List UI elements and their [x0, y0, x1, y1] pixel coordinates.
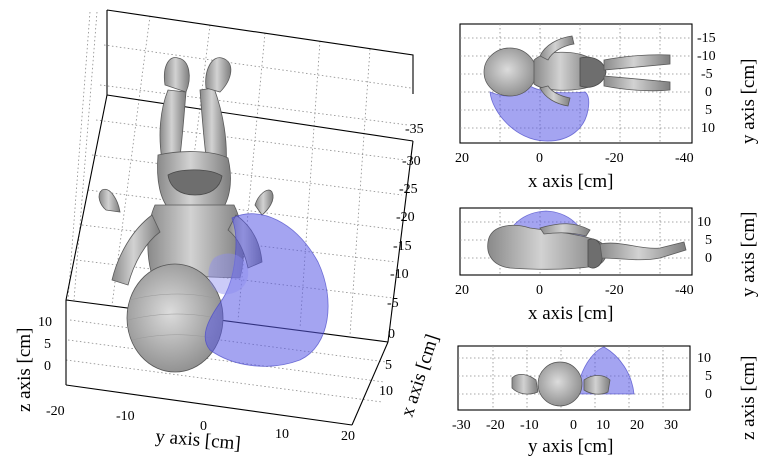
- main-x-tick: -20: [396, 210, 415, 225]
- front-view-x-tick: -10: [520, 418, 539, 433]
- main-z-ticks: 10 5 0: [38, 315, 52, 374]
- top-view-y-tick: 0: [705, 85, 712, 100]
- side-view-y-ticks: 10 5 0: [697, 215, 712, 266]
- side-view-x-tick: -40: [675, 283, 694, 298]
- side-view-y-tick: 5: [705, 233, 712, 248]
- front-view-x-tick: -20: [486, 418, 505, 433]
- front-view-x-axis-label: y axis [cm]: [528, 436, 613, 457]
- main-x-axis-label: x axis [cm]: [397, 332, 443, 420]
- front-view-x-tick: 20: [630, 418, 644, 433]
- top-view-y-tick: 10: [701, 121, 715, 136]
- front-view-panel: -30 -20 -10 0 10 20 30 y axis [cm] 10 5 …: [452, 345, 759, 457]
- front-view-x-tick: 30: [664, 418, 678, 433]
- front-view-x-tick: 10: [596, 418, 610, 433]
- main-x-tick: 0: [388, 327, 395, 342]
- top-view-panel: 20 0 -20 -40 x axis [cm] -15 -10 -5 0 5 …: [455, 23, 759, 192]
- side-view-panel: 20 0 -20 -40 x axis [cm] 10 5 0 y axis […: [455, 207, 759, 324]
- top-view-y-ticks: -15 -10 -5 0 5 10: [697, 31, 716, 136]
- side-view-x-tick: 20: [455, 283, 469, 298]
- side-view-x-tick: 0: [536, 283, 543, 298]
- front-view-y-ticks: 10 5 0: [697, 351, 712, 402]
- side-view-x-axis-label: x axis [cm]: [528, 303, 613, 324]
- main-y-tick: 20: [341, 429, 355, 444]
- main-z-tick: 10: [38, 315, 52, 330]
- top-view-y-tick: -10: [697, 49, 716, 64]
- main-y-ticks: -20 -10 0 10 20: [46, 404, 355, 444]
- front-view-x-tick: -30: [452, 418, 471, 433]
- side-view-y-tick: 0: [705, 251, 712, 266]
- main-y-tick: -10: [116, 409, 135, 424]
- main-z-tick: 5: [44, 337, 51, 352]
- main-x-ticks: -35 -30 -25 -20 -15 -10 -5 0 5 10: [379, 122, 424, 399]
- top-view-x-tick: -40: [675, 151, 694, 166]
- side-view-infant-model: [487, 223, 687, 270]
- top-view-y-tick: -5: [701, 67, 713, 82]
- top-view-y-tick: -15: [697, 31, 716, 46]
- main-x-tick: -5: [387, 296, 399, 311]
- top-view-y-tick: 5: [705, 103, 712, 118]
- main-y-axis-label: y axis [cm]: [155, 426, 242, 454]
- side-view-x-ticks: 20 0 -20 -40: [455, 283, 694, 298]
- main-z-axis-label: z axis [cm]: [14, 328, 35, 412]
- front-view-x-ticks: -30 -20 -10 0 10 20 30: [452, 418, 678, 433]
- top-view-x-tick: -20: [605, 151, 624, 166]
- top-view-x-axis-label: x axis [cm]: [528, 171, 613, 192]
- main-z-tick: 0: [44, 359, 51, 374]
- front-view-x-tick: 0: [570, 418, 577, 433]
- top-view-frame: [459, 23, 693, 144]
- top-view-x-tick: 20: [455, 151, 469, 166]
- front-view-infant-model: [511, 361, 611, 407]
- top-view-infant-model: [483, 35, 671, 107]
- main-y-tick: 10: [275, 427, 289, 442]
- main-y-tick: 0: [200, 419, 207, 434]
- side-view-frame: [459, 207, 693, 276]
- front-view-y-tick: 0: [705, 387, 712, 402]
- top-view-y-axis-label: y axis [cm]: [738, 59, 759, 144]
- front-view-y-axis-label: z axis [cm]: [738, 356, 759, 440]
- front-view-y-tick: 5: [705, 369, 712, 384]
- main-x-tick: 5: [385, 358, 392, 373]
- side-view-y-tick: 10: [697, 215, 711, 230]
- side-view-x-tick: -20: [605, 283, 624, 298]
- main-x-tick: -10: [390, 267, 409, 282]
- top-view-x-tick: 0: [536, 151, 543, 166]
- front-view-y-tick: 10: [697, 351, 711, 366]
- main-x-tick: -25: [399, 182, 418, 197]
- side-view-y-axis-label: y axis [cm]: [738, 212, 759, 297]
- main-x-tick: 10: [379, 384, 393, 399]
- main-x-tick: -15: [393, 239, 412, 254]
- front-view-frame: [457, 345, 691, 411]
- main-y-tick: -20: [46, 404, 65, 419]
- main-x-tick: -35: [405, 122, 424, 137]
- top-view-x-ticks: 20 0 -20 -40: [455, 151, 694, 166]
- main-field-region: [204, 213, 329, 367]
- main-3d-view: -35 -30 -25 -20 -15 -10 -5 0 5 10 x axis…: [14, 9, 443, 454]
- main-x-tick: -30: [402, 154, 421, 169]
